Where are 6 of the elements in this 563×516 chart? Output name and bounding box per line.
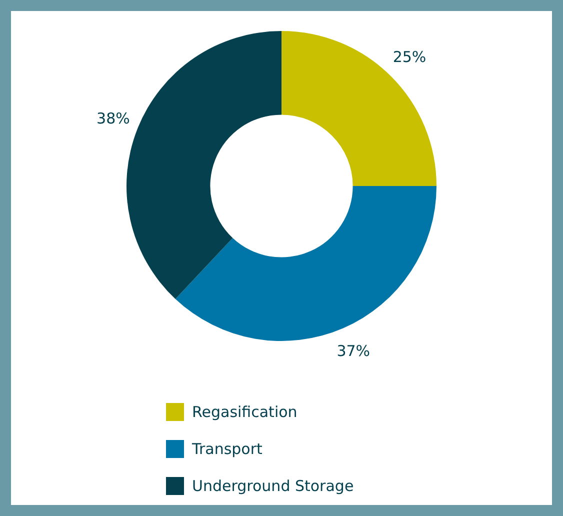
legend-label: Underground Storage: [192, 476, 354, 494]
data-label: 25%: [392, 48, 426, 66]
legend-label: Transport: [192, 440, 262, 458]
data-label: 37%: [336, 342, 370, 360]
legend-label: Regasification: [192, 402, 298, 420]
data-label: 38%: [96, 109, 130, 128]
